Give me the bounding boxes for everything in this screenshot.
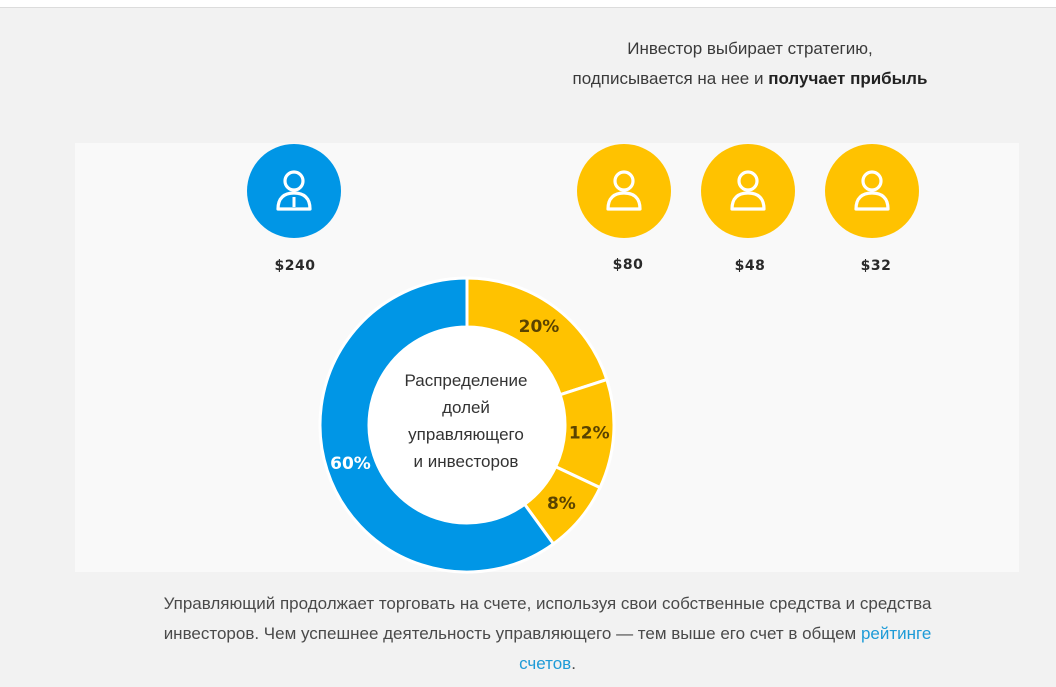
intro-text: Инвестор выбирает стратегию, подписывает… [540, 34, 960, 94]
donut-slice-60 [318, 276, 556, 574]
investor-amount-2: $48 [734, 258, 766, 274]
center-label-line: долей [442, 398, 490, 417]
investor-avatar-1 [577, 144, 671, 238]
investor-avatar-3 [825, 144, 919, 238]
user-icon [606, 170, 642, 211]
manager-user-icon [276, 170, 312, 211]
user-icon [730, 170, 766, 211]
slice-label: 20% [519, 317, 560, 337]
manager-amount: $240 [274, 258, 316, 274]
center-label-line: и инвесторов [413, 452, 519, 471]
investor-amount-1: $80 [612, 257, 644, 273]
intro-line-2-prefix: подписывается на нее и [572, 69, 769, 88]
investor-avatar-2 [701, 144, 795, 238]
center-label-line: управляющего [408, 425, 524, 444]
slice-label: 12% [569, 424, 610, 444]
center-label-line: Распределение [404, 371, 528, 390]
slice-label: 60% [330, 454, 371, 474]
intro-line-2-bold: получает прибыль [768, 69, 928, 88]
footer-end: . [571, 654, 576, 673]
manager-avatar [247, 144, 341, 238]
intro-line-1: Инвестор выбирает стратегию, [627, 39, 873, 58]
user-icon [854, 170, 890, 211]
donut-hole [370, 328, 564, 522]
footer-text: Управляющий продолжает торговать на счет… [160, 589, 935, 679]
intro-line-2: подписывается на нее и получает прибыль [540, 64, 960, 94]
ratings-link[interactable]: рейтинге счетов [519, 624, 932, 673]
donut-center-label: Распределение долей управляющего и инвес… [380, 367, 552, 475]
slice-label: 8% [547, 494, 576, 514]
top-divider [0, 0, 1056, 8]
investor-amount-3: $32 [860, 258, 892, 274]
footer-body: Управляющий продолжает торговать на счет… [163, 594, 932, 643]
